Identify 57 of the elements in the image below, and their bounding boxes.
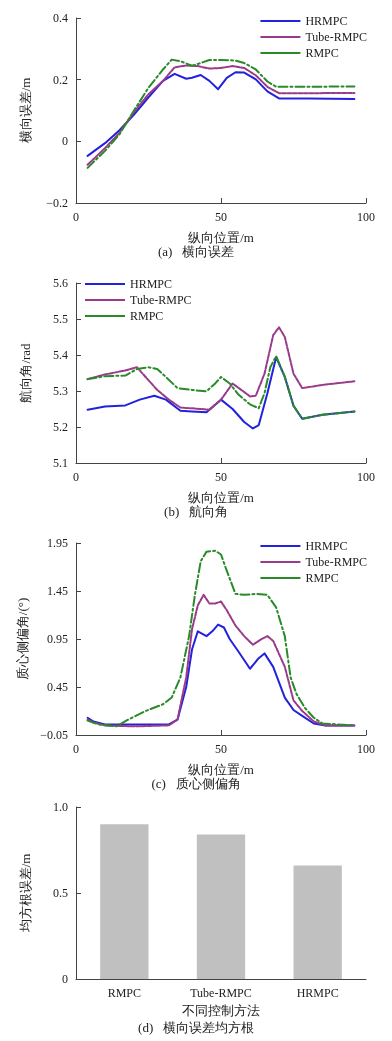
x-tick-label: 0 [73,470,79,484]
legend-label: HRMPC [305,14,348,28]
line-series [86,623,356,727]
x-tick-label: 100 [357,742,375,756]
x-axis-title: 纵向位置/m [188,230,254,245]
x-axis-title: 不同控制方法 [182,1002,260,1018]
bar [100,824,149,979]
x-tick-label: 50 [215,470,227,484]
y-tick-label: 0 [62,972,68,986]
y-axis-title: 航向角/rad [18,342,33,403]
legend-label: HRMPC [305,539,348,553]
x-tick-label: HRMPC [296,986,339,1000]
legend-label: RMPC [305,46,339,60]
text: (b) 航向角 [164,504,228,519]
y-tick-label: 5.3 [53,384,68,398]
y-tick-label: 5.6 [53,276,68,290]
y-axis-title: 均方根误差/m [18,853,33,934]
line-series [86,71,356,157]
text: (c) 质心侧偏角 [151,776,241,791]
text: (d) 横向误差均方根 [138,1020,254,1035]
x-tick-label: 50 [215,210,227,224]
y-tick-label: 5.4 [53,348,68,362]
y-tick-label: 0.2 [53,72,68,87]
legend-label: Tube-RMPC [130,293,192,307]
y-tick-label: 1.45 [47,584,68,598]
x-axis-title: 纵向位置/m [188,762,254,777]
y-tick-label: 1.95 [47,536,68,550]
y-tick-label: 5.5 [53,312,68,326]
legend-label: Tube-RMPC [305,555,368,569]
y-tick-label: 0.45 [47,680,68,694]
x-tick-label: 100 [357,470,375,484]
y-tick-label: −0.2 [46,196,68,210]
y-tick-label: 1.0 [53,800,68,814]
x-tick-label: RMPC [107,986,142,1000]
y-axis-title: 横向误差/m [18,77,33,144]
legend-label: RMPC [305,571,339,585]
bar [196,834,246,979]
bar [293,865,342,979]
y-tick-label: 0 [62,134,68,149]
legend-label: HRMPC [130,277,173,291]
x-axis-title: 纵向位置/m [188,490,254,505]
x-tick-label: 0 [73,210,79,224]
x-tick-label: Tube-RMPC [190,986,252,1000]
x-tick-label: 50 [215,742,227,756]
legend-label: Tube-RMPC [305,30,368,44]
x-tick-label: 100 [357,210,375,224]
y-tick-label: 0.4 [53,11,68,25]
y-tick-label: 5.1 [53,456,68,470]
y-tick-label: 0.95 [47,632,68,646]
line-series [86,593,356,728]
y-tick-label: 0.5 [53,886,68,900]
y-axis-title: 质心侧偏角/(°) [15,597,31,681]
y-tick-label: 5.2 [53,420,68,434]
legend-label: RMPC [130,309,164,323]
x-tick-label: 0 [73,742,79,756]
text: (a) 横向误差 [157,244,235,259]
y-tick-label: −0.05 [40,728,68,742]
